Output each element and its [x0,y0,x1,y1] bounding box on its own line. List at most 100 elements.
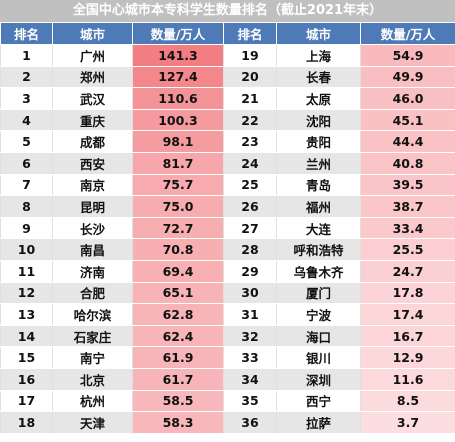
count-bar [133,325,223,347]
header-rank-right: 排名 [223,22,277,45]
count-value: 58.3 [162,414,194,430]
count-bar [361,66,455,88]
count-cell: 38.7 [360,195,455,218]
count-cell: 61.7 [132,368,224,391]
table-body: 1 广州 141.3 19 上海 54.9 2 郑州 127.4 20 长春 49.9 3 武汉 110.6… [0,44,455,434]
city-cell: 南宁 [52,346,133,369]
count-value: 44.4 [392,134,424,150]
count-value: 17.8 [392,285,424,301]
count-value: 40.8 [392,155,424,171]
count-cell: 70.8 [132,238,224,261]
count-bar [361,196,455,217]
count-cell: 49.9 [360,66,455,89]
city-cell: 昆明 [52,195,133,218]
rank-cell: 13 [0,303,53,326]
city-cell: 深圳 [276,368,361,391]
count-value: 70.8 [162,242,194,258]
table-title: 全国中心城市本专科学生数量排名（截止2021年末） [0,0,455,22]
count-value: 62.4 [162,328,194,344]
count-bar [361,325,455,347]
city-cell: 西宁 [276,390,361,413]
count-cell: 24.7 [360,260,455,283]
header-row: 排名 城市 数量/万人 排名 城市 数量/万人 [0,22,455,45]
table-row: 10 南昌 70.8 28 呼和浩特 25.5 [0,238,455,261]
rank-cell: 17 [0,390,53,413]
city-cell: 长春 [276,66,361,89]
count-value: 98.1 [162,134,194,150]
rank-cell: 34 [223,368,277,391]
count-bar [361,174,455,196]
city-cell: 乌鲁木齐 [276,260,361,283]
count-value: 61.9 [162,350,194,366]
count-bar [133,196,223,217]
count-value: 72.7 [162,220,194,236]
header-count-left: 数量/万人 [132,22,224,45]
count-cell: 110.6 [132,87,224,110]
table-row: 3 武汉 110.6 21 太原 46.0 [0,87,455,110]
count-bar [361,368,455,390]
count-bar [133,368,223,390]
city-cell: 银川 [276,346,361,369]
count-cell: 8.5 [360,390,455,413]
rank-cell: 35 [223,390,277,413]
count-value: 65.1 [162,285,194,301]
ranking-table: 排名 城市 数量/万人 排名 城市 数量/万人 1 广州 141.3 19 上海 54.9… [0,22,455,434]
table-row: 18 天津 58.3 36 拉萨 3.7 [0,411,455,434]
count-value: 127.4 [158,69,198,85]
rank-cell: 33 [223,346,277,369]
count-value: 54.9 [392,47,424,63]
count-value: 24.7 [392,263,424,279]
rank-cell: 19 [223,44,277,67]
count-value: 141.3 [158,47,198,63]
count-bar [133,88,223,109]
city-cell: 福州 [276,195,361,218]
rank-cell: 36 [223,411,277,434]
count-bar [133,131,223,152]
city-cell: 海口 [276,325,361,348]
city-cell: 石家庄 [52,325,133,348]
city-cell: 宁波 [276,303,361,326]
count-cell: 100.3 [132,109,224,132]
count-value: 69.4 [162,263,194,279]
count-bar [133,152,223,174]
count-cell: 17.4 [360,303,455,326]
rank-cell: 8 [0,195,53,218]
count-cell: 62.4 [132,325,224,348]
count-bar [133,260,223,282]
count-value: 12.9 [392,350,424,366]
count-bar [133,347,223,368]
rank-cell: 32 [223,325,277,348]
header-city-right: 城市 [276,22,361,45]
count-value: 75.7 [162,177,194,193]
rank-cell: 30 [223,282,277,305]
city-cell: 郑州 [52,66,133,89]
count-bar [361,412,455,433]
rank-cell: 5 [0,130,53,153]
city-cell: 合肥 [52,282,133,305]
rank-cell: 11 [0,260,53,283]
city-cell: 贵阳 [276,130,361,153]
count-bar [361,88,455,109]
count-bar [361,390,455,412]
table-row: 7 南京 75.7 25 青岛 39.5 [0,174,455,197]
city-cell: 西安 [52,152,133,175]
city-cell: 南京 [52,174,133,197]
city-cell: 大连 [276,217,361,240]
table-row: 5 成都 98.1 23 贵阳 44.4 [0,130,455,153]
rank-cell: 9 [0,217,53,240]
count-cell: 3.7 [360,411,455,434]
count-value: 100.3 [158,112,198,128]
count-cell: 81.7 [132,152,224,175]
count-bar [133,412,223,433]
rank-cell: 18 [0,411,53,434]
count-value: 110.6 [158,90,198,106]
city-cell: 杭州 [52,390,133,413]
count-bar [133,217,223,239]
rank-cell: 25 [223,174,277,197]
count-bar [133,45,223,66]
count-cell: 17.8 [360,282,455,305]
table-row: 14 石家庄 62.4 32 海口 16.7 [0,325,455,348]
rank-cell: 31 [223,303,277,326]
city-cell: 成都 [52,130,133,153]
